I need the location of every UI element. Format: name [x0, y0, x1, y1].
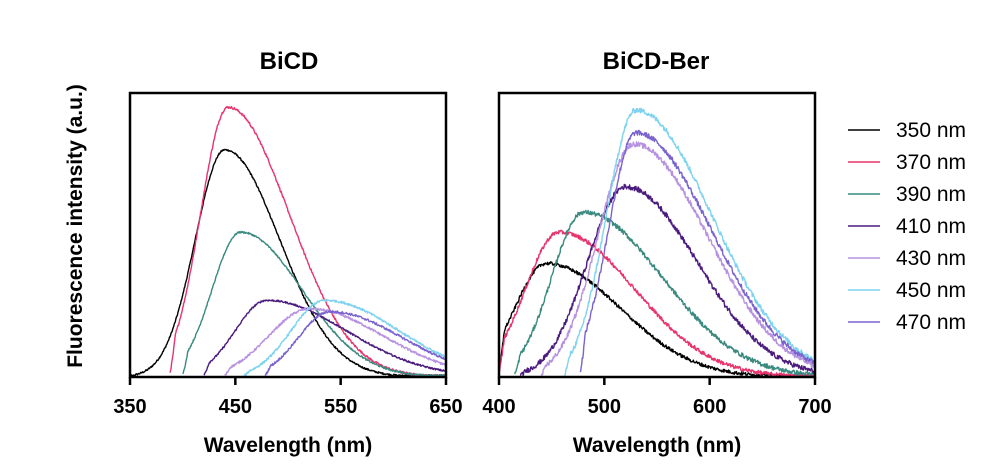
plot-frame — [497, 91, 817, 379]
series-line-390-nm — [182, 230, 447, 377]
panel-bicd-ber: BiCD-Ber 400 500 600 700 Wavelength (nm) — [482, 48, 831, 457]
legend-label: 450 nm — [896, 279, 966, 302]
x-tick-label: 500 — [588, 396, 621, 418]
y-axis-label: Fluorescence intensity (a.u.) — [64, 84, 87, 368]
x-tick-label: 650 — [429, 396, 462, 418]
series-line-450-nm — [243, 298, 447, 377]
x-ticks: 350 450 550 650 — [113, 377, 463, 418]
x-tick-label: 400 — [482, 396, 515, 418]
series-line-470-nm — [579, 129, 816, 373]
x-tick-label: 350 — [113, 396, 146, 418]
legend: 350 nm 370 nm 390 nm 410 nm 430 nm 450 nm 470 … — [848, 119, 966, 334]
legend-label: 410 nm — [896, 215, 966, 238]
series-line-450-nm — [564, 107, 816, 376]
legend-label: 350 nm — [896, 119, 966, 142]
legend-label: 470 nm — [896, 311, 966, 334]
series-line-350-nm — [129, 148, 447, 377]
x-tick-label: 450 — [219, 396, 252, 418]
legend-label: 430 nm — [896, 247, 966, 270]
legend-label: 370 nm — [896, 151, 966, 174]
series-line-410-nm — [203, 299, 447, 376]
x-tick-label: 600 — [693, 396, 726, 418]
x-tick-label: 550 — [324, 396, 357, 418]
series-line-370-nm — [498, 229, 816, 377]
panel-title: BiCD-Ber — [603, 48, 710, 75]
panel-title: BiCD — [260, 48, 319, 75]
x-axis-label: Wavelength (nm) — [573, 434, 741, 457]
legend-label: 390 nm — [896, 183, 966, 206]
x-ticks: 400 500 600 700 — [482, 377, 832, 418]
series-line-390-nm — [514, 209, 816, 377]
x-tick-label: 700 — [798, 396, 831, 418]
series-line-370-nm — [169, 106, 447, 377]
series-line-350-nm — [498, 261, 816, 377]
panel-bicd: BiCD 350 450 550 650 Wavelength (nm) — [113, 48, 462, 457]
series-line-470-nm — [264, 310, 447, 376]
series-line-430-nm — [540, 141, 816, 376]
curves — [498, 107, 816, 377]
plot-frame — [128, 91, 448, 379]
series-line-410-nm — [519, 183, 816, 377]
curves — [129, 106, 447, 377]
x-axis-label: Wavelength (nm) — [204, 434, 372, 457]
